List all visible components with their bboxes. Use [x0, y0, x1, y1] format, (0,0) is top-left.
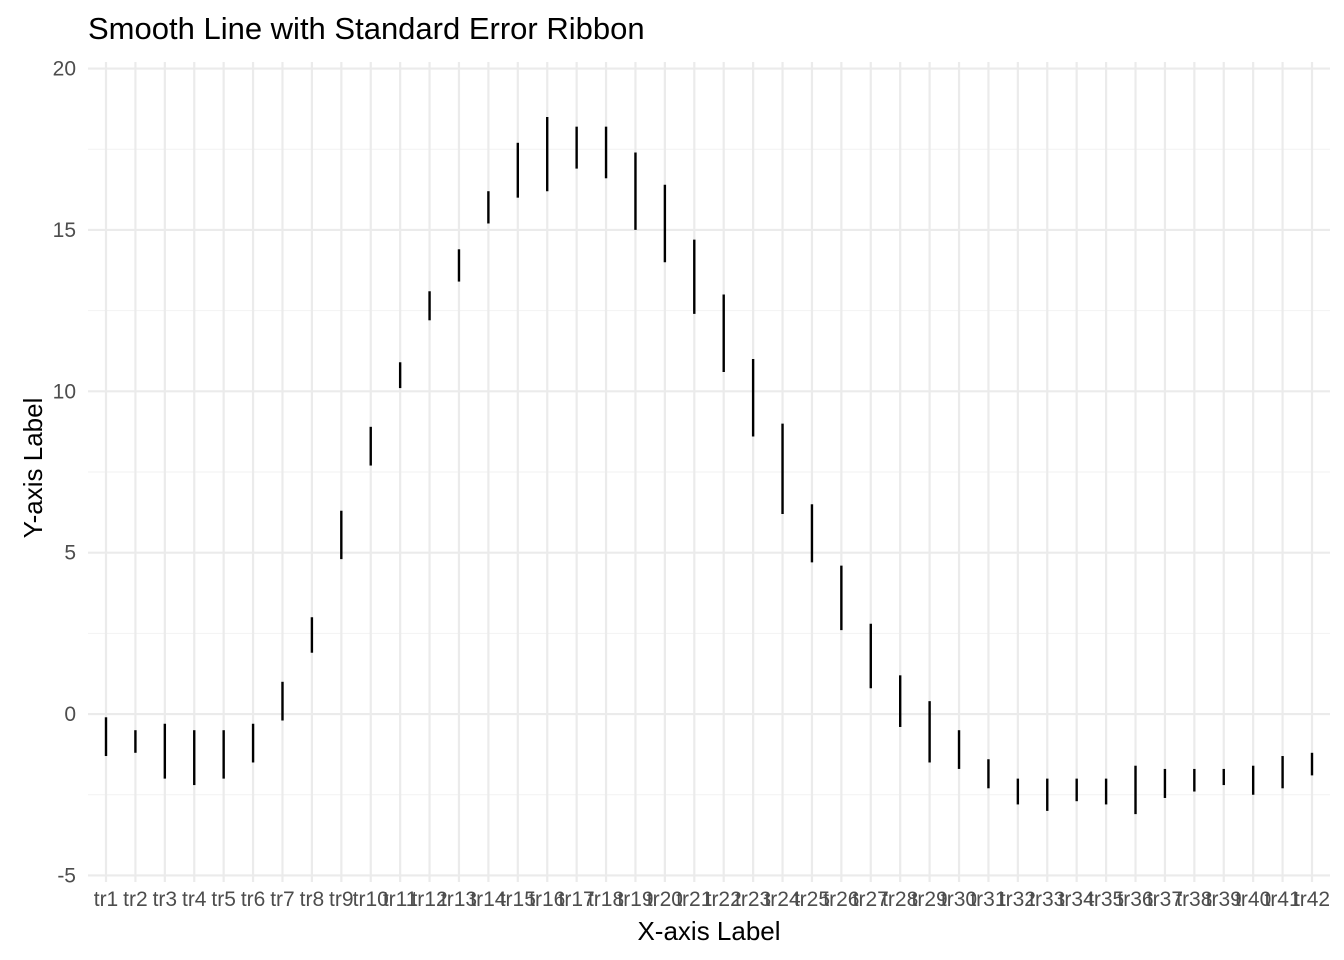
- x-tick-label: tr7: [270, 888, 295, 911]
- x-tick-label: tr27: [853, 888, 889, 911]
- y-tick-label: 0: [64, 703, 76, 726]
- x-tick-label: tr10: [353, 888, 389, 911]
- x-tick-label: tr19: [617, 888, 653, 911]
- chart-title: Smooth Line with Standard Error Ribbon: [88, 11, 645, 46]
- x-tick-label: tr14: [470, 888, 507, 911]
- x-tick-label: tr39: [1206, 888, 1242, 911]
- x-tick-label: tr8: [300, 888, 325, 911]
- x-tick-label: tr25: [794, 888, 830, 911]
- x-tick-label: tr16: [529, 888, 565, 911]
- y-tick-label: 10: [53, 380, 76, 403]
- y-axis-title: Y-axis Label: [18, 398, 48, 539]
- x-tick-label: tr41: [1264, 888, 1300, 911]
- x-tick-label: tr21: [676, 888, 712, 911]
- x-tick-label: tr33: [1029, 888, 1065, 911]
- x-tick-label: tr18: [588, 888, 624, 911]
- x-tick-label: tr3: [153, 888, 178, 911]
- x-tick-label: tr9: [329, 888, 354, 911]
- grid: [88, 62, 1330, 882]
- x-tick-label: tr42: [1294, 888, 1330, 911]
- x-tick-label: tr31: [970, 888, 1006, 911]
- x-tick-label: tr35: [1088, 888, 1124, 911]
- x-tick-label: tr22: [706, 888, 742, 911]
- x-tick-label: tr26: [823, 888, 859, 911]
- x-tick-label: tr36: [1117, 888, 1153, 911]
- x-tick-label: tr30: [941, 888, 977, 911]
- x-tick-label: tr28: [882, 888, 918, 911]
- y-tick-labels: -5 0 5 10 15 20: [53, 58, 76, 888]
- x-tick-label: tr6: [241, 888, 266, 911]
- x-tick-label: tr4: [182, 888, 207, 911]
- x-tick-label: tr15: [500, 888, 536, 911]
- y-tick-label: 20: [53, 58, 76, 81]
- x-tick-label: tr12: [411, 888, 447, 911]
- x-tick-label: tr38: [1176, 888, 1212, 911]
- x-tick-label: tr5: [211, 888, 236, 911]
- y-tick-label: 15: [53, 219, 76, 242]
- error-bars: [104, 116, 1314, 815]
- y-tick-label: -5: [57, 864, 76, 887]
- x-tick-label: tr24: [764, 888, 801, 911]
- x-tick-label: tr1: [94, 888, 119, 911]
- x-tick-label: tr23: [735, 888, 771, 911]
- x-tick-label: tr17: [559, 888, 595, 911]
- x-tick-label: tr29: [912, 888, 948, 911]
- x-tick-label: tr11: [383, 888, 418, 911]
- x-tick-label: tr34: [1059, 888, 1096, 911]
- x-tick-label: tr40: [1235, 888, 1271, 911]
- x-axis-title: X-axis Label: [637, 916, 780, 946]
- x-tick-label: tr37: [1147, 888, 1183, 911]
- x-tick-label: tr2: [123, 888, 148, 911]
- x-tick-labels: tr1 tr2 tr3 tr4 tr5 tr6 tr7 tr8 tr9 tr10tr11tr12t…: [94, 888, 1330, 911]
- y-tick-label: 5: [64, 542, 76, 565]
- x-tick-label: tr13: [441, 888, 477, 911]
- x-tick-label: tr20: [647, 888, 683, 911]
- x-tick-label: tr32: [1000, 888, 1036, 911]
